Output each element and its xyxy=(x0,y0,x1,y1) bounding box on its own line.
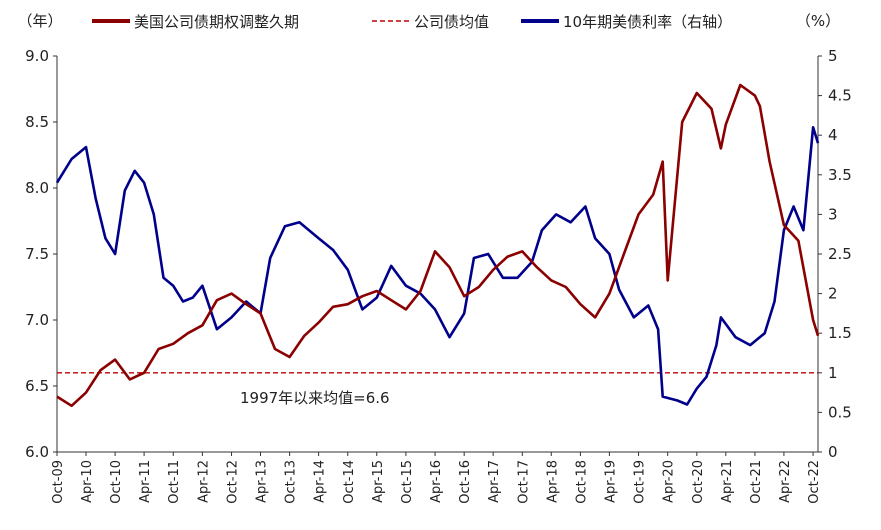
mean-annotation: 1997年以来均值=6.6 xyxy=(240,389,390,407)
right-tick-label: 0 xyxy=(828,443,838,461)
x-tick-label: Apr-10 xyxy=(80,460,95,503)
right-tick-label: 3.5 xyxy=(828,166,852,184)
left-tick-label: 6.0 xyxy=(25,443,49,461)
x-tick-label: Apr-16 xyxy=(429,460,444,503)
left-tick-label: 6.5 xyxy=(25,377,49,395)
right-tick-label: 3 xyxy=(828,205,838,223)
x-tick-label: Apr-20 xyxy=(662,460,677,503)
right-tick-label: 2 xyxy=(828,285,838,303)
x-tick-label: Oct-16 xyxy=(458,460,473,504)
axes: 6.0 6.5 7.0 7.5 8.0 8.5 9.0 0 0.5 1 1.5 2 2.5 3 3.5 4 4.… xyxy=(25,47,852,504)
x-tick-label: Apr-19 xyxy=(603,460,618,503)
right-tick-label: 0.5 xyxy=(828,403,852,421)
right-tick-label: 4 xyxy=(828,126,838,144)
x-tick-label: Oct-19 xyxy=(633,460,648,504)
right-tick-label: 1.5 xyxy=(828,324,852,342)
right-tick-label: 5 xyxy=(828,47,838,65)
legend-label-yield: 10年期美债利率（右轴） xyxy=(563,13,732,31)
x-tick-label: Apr-18 xyxy=(545,460,560,503)
plot-area xyxy=(55,83,820,408)
left-tick-label: 8.5 xyxy=(25,113,49,131)
series-line-10y-yield xyxy=(55,126,820,406)
right-tick-label: 2.5 xyxy=(828,245,852,263)
x-tick-label: Oct-14 xyxy=(342,460,357,504)
x-tick-label: Oct-09 xyxy=(51,460,66,504)
x-tick-label: Apr-17 xyxy=(487,460,502,503)
x-tick-label: Oct-13 xyxy=(284,460,299,504)
x-tick-label: Apr-12 xyxy=(196,460,211,503)
x-tick-label: Oct-18 xyxy=(574,460,589,504)
left-tick-label: 7.5 xyxy=(25,245,49,263)
left-tick-label: 7.0 xyxy=(25,311,49,329)
x-tick-label: Apr-11 xyxy=(138,460,153,503)
x-tick-label: Oct-11 xyxy=(167,460,182,504)
x-tick-label: Oct-17 xyxy=(516,460,531,504)
x-tick-label: Apr-22 xyxy=(778,460,793,503)
series-line-oas-duration xyxy=(56,83,820,408)
right-tick-label: 4.5 xyxy=(828,87,852,105)
left-tick-label: 9.0 xyxy=(25,47,49,65)
x-tick-label: Oct-15 xyxy=(400,460,415,504)
left-tick-label: 8.0 xyxy=(25,179,49,197)
right-axis-unit: （%） xyxy=(796,12,840,30)
x-tick-label: Oct-21 xyxy=(749,460,764,504)
x-tick-label: Oct-20 xyxy=(691,460,706,504)
x-tick-label: Oct-22 xyxy=(807,460,822,504)
x-tick-label: Oct-12 xyxy=(226,460,241,504)
legend-label-mean: 公司债均值 xyxy=(414,13,489,31)
left-axis-unit: （年） xyxy=(17,12,62,30)
right-tick-label: 1 xyxy=(828,364,838,382)
x-tick-label: Oct-10 xyxy=(109,460,124,504)
x-tick-label: Apr-15 xyxy=(371,460,386,503)
x-tick-label: Apr-14 xyxy=(313,460,328,503)
legend-label-duration: 美国公司债期权调整久期 xyxy=(134,13,299,31)
legend: 美国公司债期权调整久期 公司债均值 10年期美债利率（右轴） xyxy=(92,13,732,31)
x-tick-label: Apr-13 xyxy=(255,460,270,503)
x-tick-label: Apr-21 xyxy=(720,460,735,503)
